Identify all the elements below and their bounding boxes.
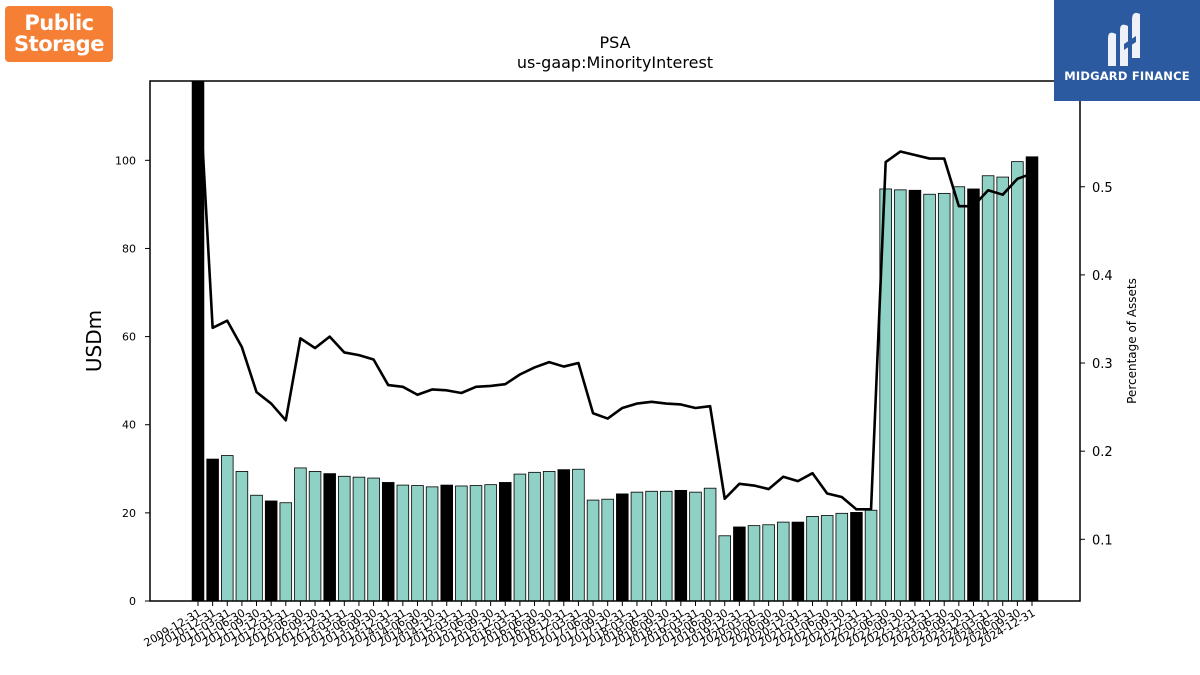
bar bbox=[411, 485, 424, 601]
bar bbox=[777, 521, 790, 601]
bar bbox=[835, 512, 849, 601]
y-axis-ticks: 0 20 40 60 80 100 bbox=[115, 154, 150, 608]
bar bbox=[908, 189, 922, 601]
x-axis-ticks: 2009-12-312010-12-312011-03-312011-06-30… bbox=[142, 601, 1038, 650]
bar bbox=[586, 499, 600, 601]
bar bbox=[542, 471, 556, 601]
bar bbox=[718, 535, 731, 601]
y2-axis-label: Percentage of Assets bbox=[1125, 278, 1139, 404]
bar bbox=[747, 525, 761, 601]
bar bbox=[659, 490, 673, 601]
bar bbox=[820, 515, 834, 601]
y-tick-label: 0 bbox=[129, 595, 136, 608]
bar bbox=[806, 515, 819, 601]
bar bbox=[864, 509, 878, 601]
bar bbox=[689, 491, 702, 601]
y2-tick-label: 0.2 bbox=[1092, 445, 1113, 460]
plot-frame bbox=[149, 80, 1081, 602]
y2-tick-label: 0.5 bbox=[1092, 181, 1113, 196]
chart-title: PSA bbox=[599, 33, 630, 52]
bar bbox=[557, 469, 571, 601]
bar bbox=[967, 188, 980, 601]
y2-tick-label: 0.3 bbox=[1092, 357, 1113, 372]
bar bbox=[601, 498, 614, 601]
bar bbox=[279, 502, 293, 601]
bar bbox=[703, 487, 717, 601]
bar bbox=[440, 484, 453, 601]
y-tick-label: 100 bbox=[115, 154, 136, 167]
bar bbox=[894, 189, 907, 601]
bar bbox=[981, 175, 995, 601]
bar bbox=[572, 468, 585, 601]
public-storage-logo: Public Storage bbox=[5, 6, 113, 62]
bar bbox=[206, 458, 219, 601]
bar bbox=[469, 485, 483, 601]
bar bbox=[762, 524, 775, 601]
bar bbox=[1011, 161, 1024, 601]
logo-line-2: Storage bbox=[14, 32, 104, 56]
bar bbox=[937, 192, 951, 601]
bar bbox=[235, 471, 249, 601]
bar bbox=[484, 484, 497, 601]
y-tick-label: 20 bbox=[122, 507, 136, 520]
bar bbox=[264, 500, 278, 601]
bar bbox=[1025, 156, 1039, 601]
y-tick-label: 40 bbox=[122, 419, 136, 432]
y-tick-label: 80 bbox=[122, 242, 136, 255]
bar bbox=[616, 493, 629, 601]
bar bbox=[221, 455, 234, 601]
y2-axis-ticks: 0.1 0.2 0.3 0.4 0.5 bbox=[1080, 181, 1113, 548]
line-series bbox=[197, 81, 1033, 511]
bar bbox=[952, 186, 966, 601]
bar bbox=[528, 471, 541, 601]
bar bbox=[367, 477, 380, 601]
bar bbox=[323, 473, 336, 601]
bar bbox=[733, 526, 746, 601]
bar bbox=[455, 485, 468, 601]
percentage-line bbox=[197, 81, 1033, 511]
bar bbox=[381, 482, 395, 601]
logo-text: MIDGARD FINANCE bbox=[1064, 69, 1190, 83]
y-tick-label: 60 bbox=[122, 331, 136, 344]
bar bbox=[308, 471, 322, 601]
y2-tick-label: 0.4 bbox=[1092, 269, 1113, 284]
bar bbox=[645, 490, 658, 601]
bar bbox=[674, 489, 688, 601]
bar bbox=[425, 486, 439, 601]
midgard-mark-icon bbox=[1108, 12, 1140, 67]
bar bbox=[294, 467, 307, 601]
bar bbox=[250, 494, 263, 601]
chart-subtitle: us-gaap:MinorityInterest bbox=[517, 53, 713, 72]
bar bbox=[996, 176, 1009, 601]
y2-tick-label: 0.1 bbox=[1092, 533, 1113, 548]
bar bbox=[499, 482, 512, 601]
bar bbox=[850, 512, 863, 601]
bar bbox=[513, 473, 527, 601]
midgard-finance-logo: MIDGARD FINANCE bbox=[1054, 0, 1200, 101]
bar bbox=[352, 476, 366, 601]
logo-line-1: Public bbox=[24, 11, 94, 35]
bar bbox=[630, 491, 644, 601]
bar bbox=[338, 475, 351, 601]
bar bbox=[923, 193, 936, 601]
bar bbox=[191, 81, 205, 601]
y-axis-label: USDm bbox=[82, 310, 106, 372]
bar bbox=[396, 484, 410, 601]
bar bbox=[791, 521, 805, 601]
bar-series bbox=[191, 81, 1039, 601]
